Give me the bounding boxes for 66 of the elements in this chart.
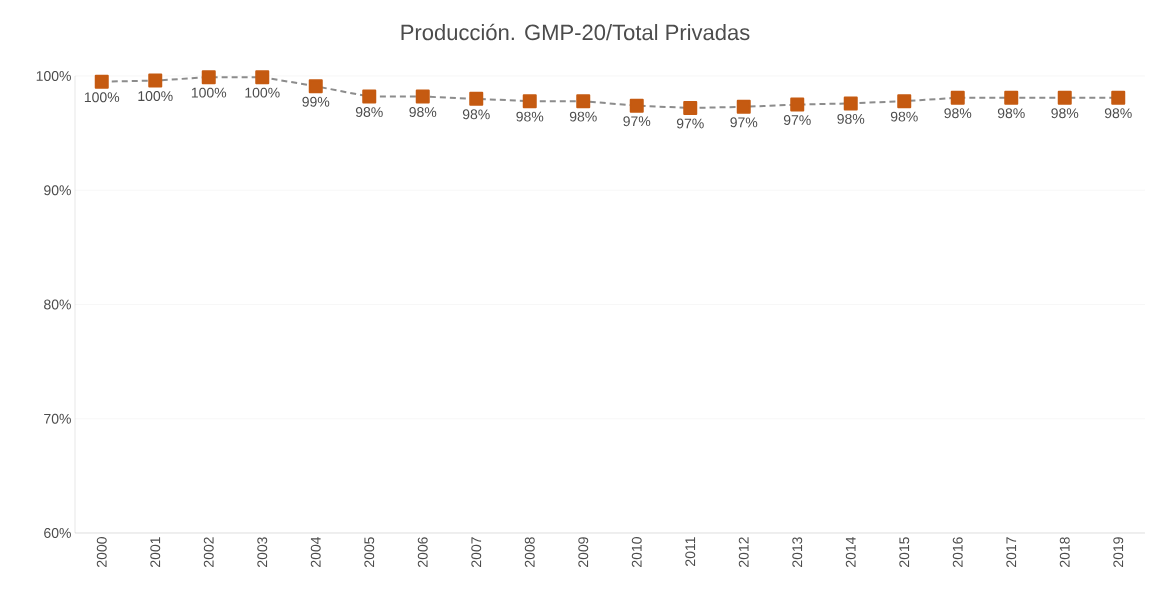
- x-tick-label: 2006: [417, 537, 428, 567]
- x-tick-label: 2013: [792, 537, 803, 567]
- data-label: 100%: [245, 87, 280, 98]
- x-tick-label: 2000: [96, 537, 107, 567]
- x-tick-label: 2016: [952, 537, 963, 567]
- data-label: 97%: [730, 117, 758, 128]
- data-label: 97%: [783, 115, 811, 126]
- point: [629, 98, 644, 113]
- chart-title: Producción. GMP-20/Total Privadas: [401, 23, 750, 41]
- data-label: 98%: [997, 108, 1025, 119]
- x-tick-label: 2009: [578, 537, 589, 567]
- point: [950, 90, 965, 105]
- point: [148, 73, 163, 88]
- y-tick-label: 80%: [44, 299, 71, 310]
- x-tick-label: 2005: [364, 537, 375, 567]
- point: [1057, 90, 1072, 105]
- x-tick-label: 2015: [899, 537, 910, 567]
- point: [469, 91, 484, 106]
- point: [415, 89, 430, 104]
- point: [362, 89, 377, 104]
- point: [94, 74, 109, 89]
- point: [522, 94, 537, 109]
- x-tick-label: 2007: [471, 537, 482, 567]
- y-tick-label: 70%: [44, 413, 71, 424]
- point: [1111, 90, 1126, 105]
- data-label: 98%: [409, 107, 437, 118]
- x-tick-label: 2018: [1059, 537, 1070, 567]
- data-label: 97%: [676, 118, 704, 129]
- x-tick-label: 2019: [1113, 537, 1124, 567]
- point: [1004, 90, 1019, 105]
- point: [790, 97, 805, 112]
- x-tick-label: 2008: [524, 537, 535, 567]
- point: [201, 70, 216, 85]
- data-label: 97%: [623, 116, 651, 127]
- point: [308, 79, 323, 94]
- data-label: 98%: [569, 111, 597, 122]
- data-label: 99%: [302, 96, 330, 107]
- x-tick-label: 2014: [845, 536, 856, 567]
- data-label: 98%: [890, 111, 918, 122]
- point: [736, 99, 751, 114]
- point: [683, 100, 698, 115]
- point: [255, 70, 270, 85]
- data-label: 98%: [462, 109, 490, 120]
- data-label: 98%: [837, 113, 865, 124]
- x-tick-label: 2010: [631, 537, 642, 567]
- x-tick-label: 2002: [203, 537, 214, 567]
- point: [576, 94, 591, 109]
- y-tick-label: 90%: [44, 185, 71, 196]
- data-label: 100%: [138, 91, 173, 102]
- point: [843, 96, 858, 111]
- x-tick-label: 2017: [1006, 537, 1017, 567]
- x-tick-label: 2003: [257, 537, 268, 567]
- x-tick-label: 2011: [685, 537, 696, 566]
- data-label: 100%: [84, 92, 120, 103]
- point: [897, 94, 912, 109]
- x-tick-label: 2012: [738, 537, 749, 567]
- x-tick-label: 2004: [310, 536, 321, 567]
- data-label: 100%: [191, 87, 227, 98]
- y-tick-label: 60%: [44, 528, 71, 538]
- y-tick-label: 100%: [36, 71, 71, 81]
- data-label: 98%: [516, 111, 544, 122]
- data-label: 98%: [944, 108, 972, 119]
- x-tick-label: 2001: [150, 537, 161, 567]
- data-label: 98%: [1051, 108, 1079, 119]
- data-label: 98%: [1104, 108, 1132, 119]
- data-label: 98%: [355, 107, 383, 118]
